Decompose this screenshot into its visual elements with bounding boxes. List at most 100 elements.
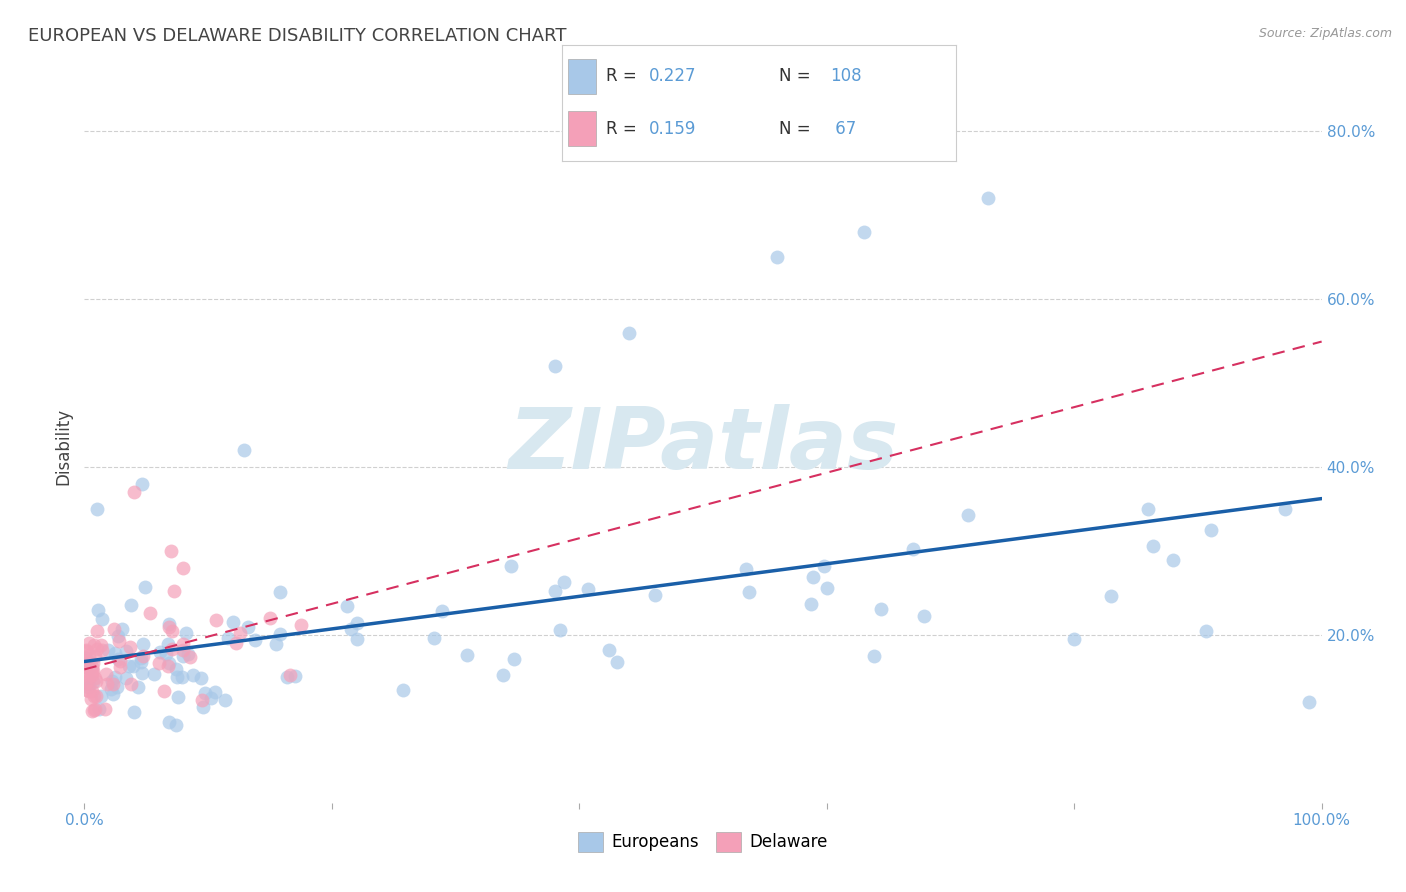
Point — [83, 689, 105, 703]
Point — [177, 647, 200, 661]
Point — [129, 651, 152, 665]
Point — [94, 702, 117, 716]
Point — [114, 671, 136, 685]
Point — [194, 686, 217, 700]
Point — [229, 626, 252, 640]
Point — [165, 662, 187, 676]
Point — [862, 648, 884, 663]
Point — [172, 637, 194, 651]
Point — [80, 684, 103, 698]
Point — [131, 665, 153, 680]
Point — [105, 680, 128, 694]
Point — [956, 508, 979, 523]
Point — [79, 636, 101, 650]
Point — [83, 639, 105, 653]
Text: N =: N = — [779, 68, 815, 86]
Point — [90, 638, 112, 652]
Point — [912, 608, 935, 623]
Point — [122, 705, 145, 719]
Point — [77, 684, 100, 698]
Point — [121, 659, 143, 673]
Point — [80, 691, 103, 706]
Point — [204, 685, 226, 699]
Point — [77, 673, 100, 688]
Point — [148, 656, 170, 670]
Point — [77, 648, 100, 663]
Point — [84, 701, 107, 715]
Point — [84, 671, 107, 685]
Point — [222, 615, 245, 629]
Point — [553, 575, 575, 590]
Point — [190, 692, 212, 706]
Point — [107, 652, 129, 666]
Point — [430, 604, 453, 618]
Point — [339, 623, 361, 637]
Point — [84, 689, 107, 703]
Text: 0.227: 0.227 — [650, 68, 696, 86]
Text: 108: 108 — [830, 68, 862, 86]
Point — [278, 667, 301, 681]
Point — [815, 581, 838, 595]
Point — [77, 664, 100, 678]
Point — [172, 560, 194, 574]
Point — [82, 675, 104, 690]
Point — [77, 661, 100, 675]
Text: R =: R = — [606, 68, 641, 86]
Point — [107, 629, 129, 643]
Point — [122, 485, 145, 500]
Text: Source: ZipAtlas.com: Source: ZipAtlas.com — [1258, 27, 1392, 40]
Point — [104, 670, 127, 684]
Point — [157, 616, 180, 631]
Point — [77, 677, 100, 691]
Text: R =: R = — [606, 120, 641, 137]
Point — [155, 647, 177, 661]
Point — [1199, 523, 1222, 537]
Point — [80, 662, 103, 676]
Point — [598, 643, 620, 657]
Point — [392, 683, 415, 698]
Point — [80, 667, 103, 681]
Point — [142, 667, 165, 681]
Point — [606, 656, 628, 670]
Point — [101, 677, 124, 691]
Point — [170, 670, 193, 684]
Point — [236, 620, 259, 634]
Point — [852, 225, 875, 239]
Point — [162, 624, 184, 638]
Point — [1274, 502, 1296, 516]
Point — [204, 613, 226, 627]
Point — [174, 625, 197, 640]
Point — [284, 669, 307, 683]
Point — [108, 655, 131, 669]
Point — [1163, 553, 1185, 567]
Point — [120, 599, 142, 613]
Point — [492, 667, 515, 681]
Legend: Europeans, Delaware: Europeans, Delaware — [572, 825, 834, 859]
Text: EUROPEAN VS DELAWARE DISABILITY CORRELATION CHART: EUROPEAN VS DELAWARE DISABILITY CORRELAT… — [28, 27, 567, 45]
Point — [84, 674, 107, 689]
Point — [149, 645, 172, 659]
Point — [243, 632, 266, 647]
Point — [166, 690, 188, 705]
Text: ZIPatlas: ZIPatlas — [508, 404, 898, 488]
Point — [87, 701, 110, 715]
Point — [617, 326, 640, 340]
Point — [127, 680, 149, 694]
Point — [108, 660, 131, 674]
Point — [266, 637, 288, 651]
Point — [103, 687, 125, 701]
Point — [134, 580, 156, 594]
Point — [499, 558, 522, 573]
Point — [80, 660, 103, 674]
Point — [103, 622, 125, 636]
Point — [77, 680, 100, 694]
Point — [259, 611, 281, 625]
Point — [346, 615, 368, 630]
Point — [1298, 695, 1320, 709]
Point — [290, 618, 312, 632]
Point — [82, 657, 104, 671]
Point — [502, 652, 524, 666]
Point — [82, 704, 104, 718]
Point — [86, 641, 108, 656]
Point — [1099, 589, 1122, 603]
